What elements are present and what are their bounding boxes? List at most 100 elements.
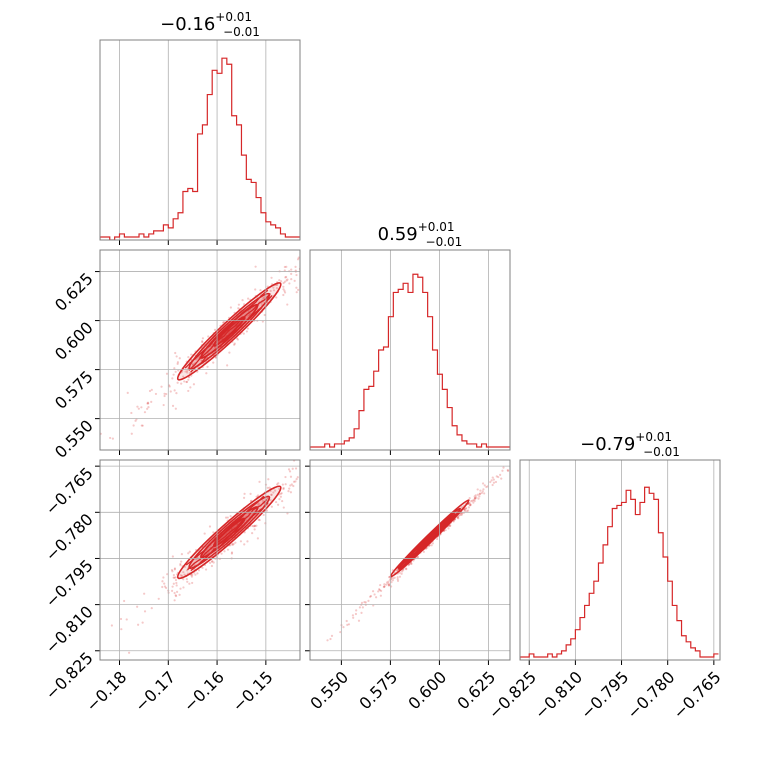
sample-point [301, 468, 303, 470]
x-tick-label: −0.810 [531, 667, 586, 722]
sample-point [300, 483, 302, 485]
sample-point [150, 388, 153, 391]
contour-inner-line [396, 511, 455, 569]
sample-point [143, 411, 147, 414]
sample-point [281, 483, 284, 486]
title-lower-error: −0.01 [223, 25, 260, 39]
sample-point [285, 279, 288, 282]
sample-point [460, 506, 464, 509]
scatter-panel-p20: −0.825−0.810−0.795−0.780−0.765−0.18 −0.17… [42, 451, 323, 715]
sample-point [393, 576, 396, 579]
sample-point [137, 407, 140, 410]
sample-point [473, 495, 476, 498]
x-tick-label: 0.575 [355, 667, 401, 713]
sample-point [140, 406, 143, 409]
sample-point [173, 389, 176, 392]
x-tick-label: −0.795 [577, 667, 632, 722]
sample-point [179, 564, 182, 567]
sample-point [194, 573, 197, 576]
sample-point [173, 367, 176, 370]
sample-point [382, 585, 385, 589]
sample-point [383, 585, 386, 588]
sample-point [188, 376, 191, 379]
sample-point [288, 470, 292, 473]
sample-point [183, 573, 186, 576]
contour-inner-line [185, 495, 265, 566]
sample-point [230, 552, 233, 555]
sample-point [321, 451, 323, 453]
sample-point [468, 502, 471, 505]
y-tick-label: −0.780 [42, 510, 97, 565]
sample-point [111, 437, 114, 440]
sample-point [187, 356, 190, 359]
sample-point [468, 497, 471, 500]
sample-point [231, 543, 234, 547]
sample-point [226, 548, 230, 551]
sample-point [186, 580, 189, 583]
sample-point [296, 476, 299, 479]
sample-point [387, 582, 390, 585]
sample-point [290, 483, 293, 486]
scatter-inner [326, 466, 510, 642]
histogram-panel-p22: −0.79+0.01 −0.01−0.825−0.810−0.795−0.780−… [485, 430, 725, 723]
panel-border [519, 459, 721, 661]
sample-point [460, 512, 464, 515]
sample-point [228, 351, 231, 354]
sample-point [329, 637, 332, 641]
sample-point [401, 570, 404, 573]
sample-point [243, 303, 246, 306]
sample-point [210, 564, 214, 568]
sample-point [165, 392, 168, 396]
sample-point [405, 567, 408, 570]
sample-point [369, 595, 372, 598]
sample-point [254, 265, 257, 268]
sample-point [334, 229, 336, 231]
sample-point [317, 266, 319, 268]
sample-point [325, 227, 327, 229]
sample-point [360, 601, 364, 604]
sample-point [174, 351, 177, 355]
scatter-panel-p21: 0.550 0.575 0.600 0.625 [305, 459, 511, 713]
sample-point [387, 584, 390, 587]
sample-point [212, 531, 215, 534]
sample-point [261, 499, 264, 502]
sample-point [467, 509, 470, 512]
sample-point [355, 609, 358, 612]
sample-point [447, 527, 450, 530]
sample-point [294, 480, 297, 483]
sample-point [287, 490, 290, 493]
sample-point [174, 370, 177, 373]
sample-point [126, 391, 129, 395]
sample-point [379, 583, 382, 587]
sample-point [283, 280, 287, 283]
sample-point [208, 561, 212, 565]
y-tick-label: −0.795 [42, 556, 97, 611]
sample-point [148, 389, 152, 393]
sample-point [396, 576, 399, 579]
sample-point [247, 297, 250, 300]
sample-point [178, 593, 181, 596]
sample-point [171, 555, 174, 558]
sample-point [288, 487, 291, 490]
sample-point [379, 594, 382, 597]
sample-point [172, 373, 175, 376]
sample-point [179, 562, 182, 566]
sample-point [180, 560, 183, 563]
sample-point [136, 605, 139, 608]
sample-point [164, 586, 168, 590]
sample-point [289, 475, 293, 478]
sample-point [180, 382, 183, 385]
sample-point [201, 340, 204, 343]
panel-title: 0.59+0.01 −0.01 [378, 220, 463, 249]
sample-point [234, 541, 237, 544]
sample-point [286, 278, 289, 281]
title-upper-error: +0.01 [215, 10, 252, 24]
sample-point [313, 237, 315, 239]
sample-point [213, 328, 217, 331]
histogram-panel-p11: 0.59+0.01 −0.01 [309, 220, 511, 455]
title-lower-error: −0.01 [426, 235, 463, 249]
sample-point [126, 457, 128, 459]
sample-point [174, 407, 177, 410]
histogram-step-line [100, 57, 300, 240]
sample-point [141, 621, 144, 624]
